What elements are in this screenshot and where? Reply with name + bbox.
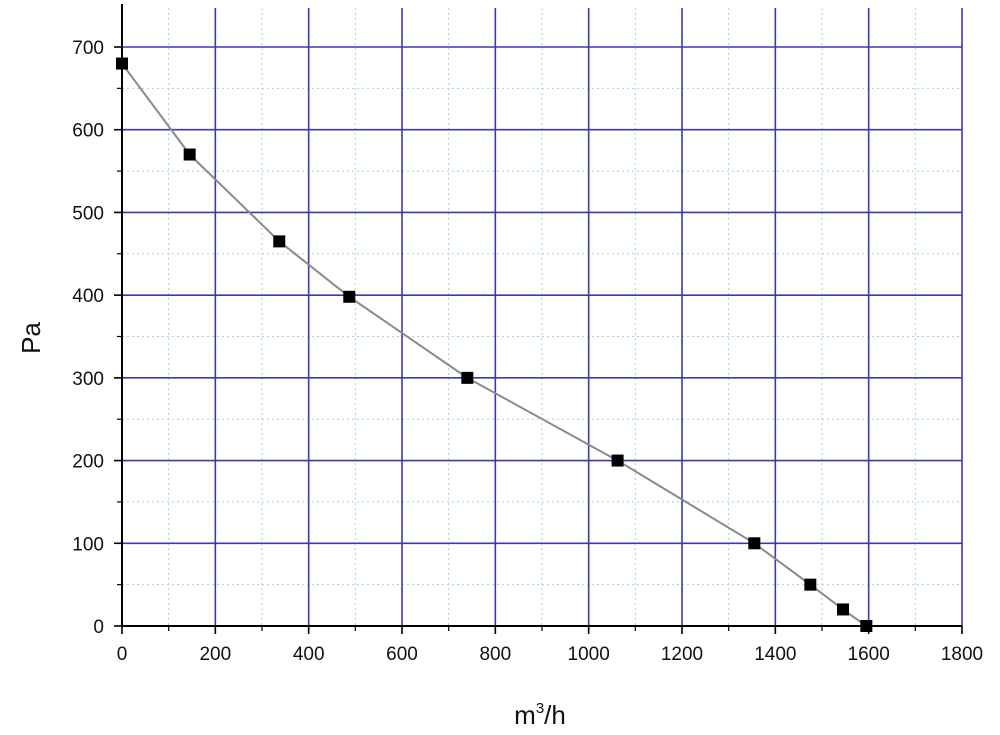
y-tick-label: 300: [72, 369, 104, 390]
x-tick-label: 0: [117, 644, 128, 665]
x-tick-label: 1400: [754, 644, 796, 665]
y-axis-label: Pa: [16, 322, 46, 354]
y-tick-labels: 0 100 200 300 400 500 600 700: [72, 38, 104, 638]
y-tick-label: 600: [72, 121, 104, 142]
x-tick-label: 1800: [941, 644, 983, 665]
y-tick-label: 100: [72, 534, 104, 555]
data-point-marker: [461, 371, 474, 384]
major-grid: [122, 8, 963, 626]
x-axis-label-base: m: [514, 700, 536, 730]
y-tick-label: 700: [72, 38, 104, 59]
x-tick-label: 800: [479, 644, 511, 665]
x-tick-label: 1200: [661, 644, 703, 665]
data-point-marker: [116, 57, 128, 70]
data-point-marker: [804, 578, 817, 591]
x-axis-label-superscript: 3: [536, 700, 544, 717]
minor-grid: [122, 8, 962, 626]
data-point-marker: [860, 620, 873, 632]
data-point-marker: [611, 454, 624, 467]
data-point-marker: [343, 290, 356, 303]
axes: [114, 4, 963, 634]
x-tick-label: 400: [293, 644, 325, 665]
x-tick-labels: 0 200 400 600 800 1000 1200 1400 1600 1800: [117, 644, 983, 665]
x-tick-label: 200: [199, 644, 231, 665]
data-point-marker: [748, 537, 761, 550]
data-point-marker: [183, 148, 196, 161]
x-axis-label-rest: /h: [544, 700, 566, 730]
data-point-marker: [273, 235, 286, 248]
data-point-marker: [837, 603, 849, 616]
y-tick-label: 200: [72, 452, 104, 473]
x-axis-label: m3/h: [514, 700, 566, 730]
y-tick-label: 500: [72, 203, 104, 224]
x-tick-label: 600: [386, 644, 418, 665]
y-tick-label: 0: [93, 617, 104, 638]
data-series: [116, 57, 873, 632]
x-tick-label: 1600: [848, 644, 890, 665]
series-line: [121, 62, 867, 627]
y-tick-label: 400: [72, 286, 104, 307]
x-tick-label: 1000: [568, 644, 610, 665]
